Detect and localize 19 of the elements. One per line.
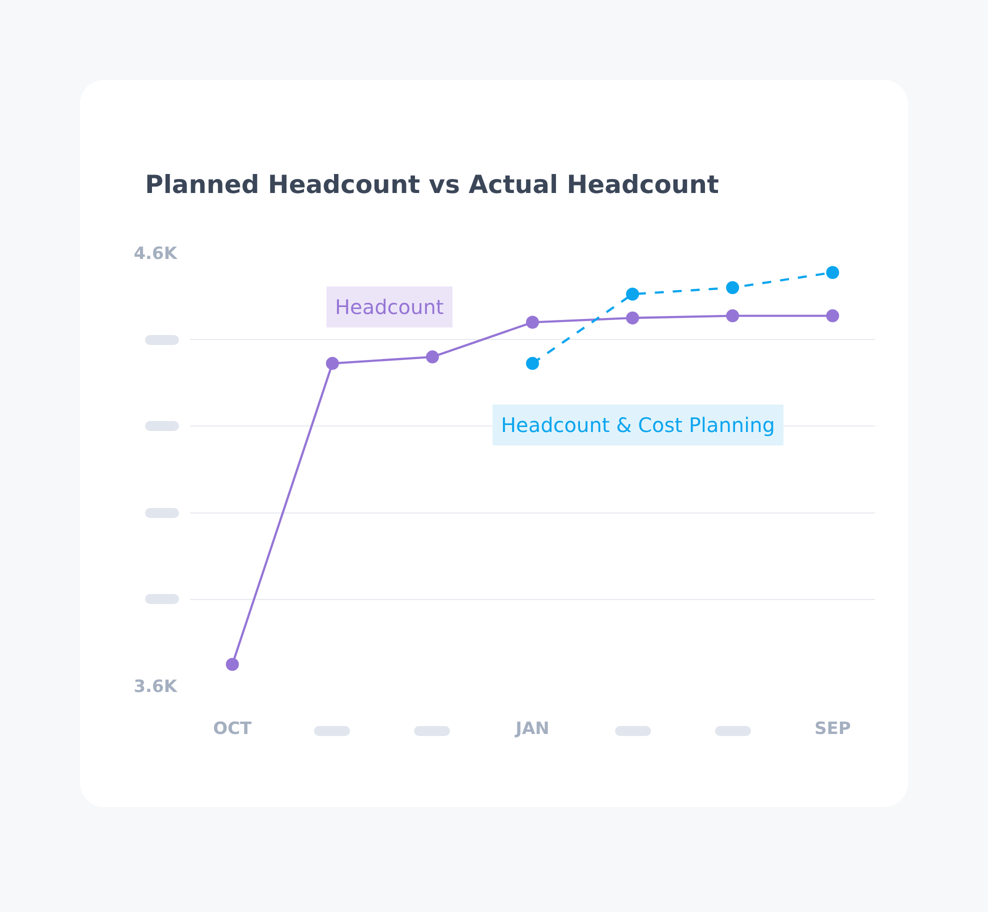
text: Headcount & Cost Planning [501, 413, 776, 437]
point [626, 288, 640, 301]
point [226, 658, 239, 671]
y-tick-label: 4.6K [134, 244, 178, 264]
y-tick-label: 3.6K [134, 676, 178, 697]
x-tick-label: SEP [814, 719, 851, 739]
point [626, 311, 640, 324]
point [726, 281, 740, 294]
point [726, 309, 740, 322]
series-label: Headcount [335, 295, 444, 319]
point [826, 266, 840, 279]
point [526, 356, 539, 370]
x-tick-label: JAN [514, 719, 550, 739]
point [426, 350, 439, 364]
point [526, 316, 539, 329]
chart-title: Planned Headcount vs Actual Headcount [145, 170, 719, 199]
point [826, 309, 840, 322]
x-tick-label: OCT [213, 719, 252, 739]
point [326, 356, 339, 370]
